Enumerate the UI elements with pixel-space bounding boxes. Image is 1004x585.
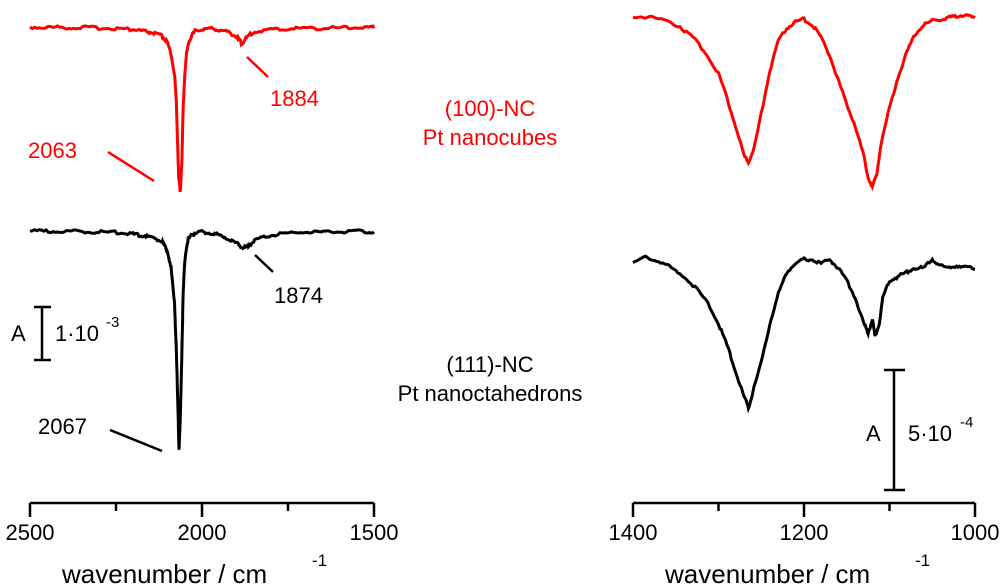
label-pt-nanoctahedrons: Pt nanoctahedrons — [398, 381, 583, 406]
annotation-leader-1884 — [246, 56, 269, 78]
annotation-1874: 1874 — [274, 283, 323, 308]
left-series-nanocubes — [29, 24, 376, 193]
label-pt-nanocubes: Pt nanocubes — [423, 125, 558, 150]
left-x-tick-label: 2500 — [6, 520, 55, 545]
right-series-nanoctahedrons — [632, 254, 976, 414]
annotation-leader-1874 — [254, 254, 274, 273]
annotation-leader-2063 — [107, 150, 155, 183]
left-scale-bar: A 1·10 -3 — [11, 305, 119, 362]
right-panel: A 5·10 -4 1400 1200 1000 wavenumber / cm -… — [609, 13, 1000, 585]
series-labels: (100)-NC Pt nanocubes (111)-NC Pt nanoct… — [398, 96, 583, 406]
right-x-tick-label: 1400 — [609, 520, 658, 545]
left-x-tick-label: 1500 — [350, 520, 399, 545]
left-scale-symbol: A — [11, 321, 26, 346]
right-scale-exponent: -4 — [960, 414, 973, 431]
left-scale-exponent: -3 — [106, 314, 119, 331]
right-x-axis: 1400 1200 1000 — [609, 501, 1000, 545]
label-111-nc: (111)-NC — [446, 352, 533, 377]
annotation-2063: 2063 — [28, 138, 77, 163]
left-series-nanoctahedrons — [29, 228, 375, 450]
right-scale-bar: A 5·10 -4 — [866, 368, 973, 492]
right-x-tick-label: 1200 — [780, 520, 829, 545]
label-100-nc: (100)-NC — [445, 96, 536, 121]
left-scale-value: 1·10 — [55, 321, 99, 346]
left-x-axis-title-sup: -1 — [312, 551, 327, 570]
left-x-tick-label: 2000 — [178, 520, 227, 545]
right-x-tick-label: 1000 — [951, 520, 1000, 545]
right-scale-value: 5·10 — [908, 421, 952, 446]
right-x-axis-title-sup: -1 — [915, 551, 930, 570]
annotation-leader-2067 — [109, 428, 163, 453]
left-x-axis-title: wavenumber / cm — [61, 559, 267, 585]
left-x-axis: 2500 2000 1500 — [6, 501, 399, 545]
annotation-1884: 1884 — [270, 86, 319, 111]
left-panel: 2063 1884 2067 1874 A 1·10 -3 2500 2000 15… — [6, 24, 399, 585]
right-scale-symbol: A — [866, 421, 881, 446]
annotation-2067: 2067 — [38, 414, 87, 439]
right-x-axis-title: wavenumber / cm — [664, 559, 870, 585]
right-series-nanocubes — [632, 13, 976, 192]
